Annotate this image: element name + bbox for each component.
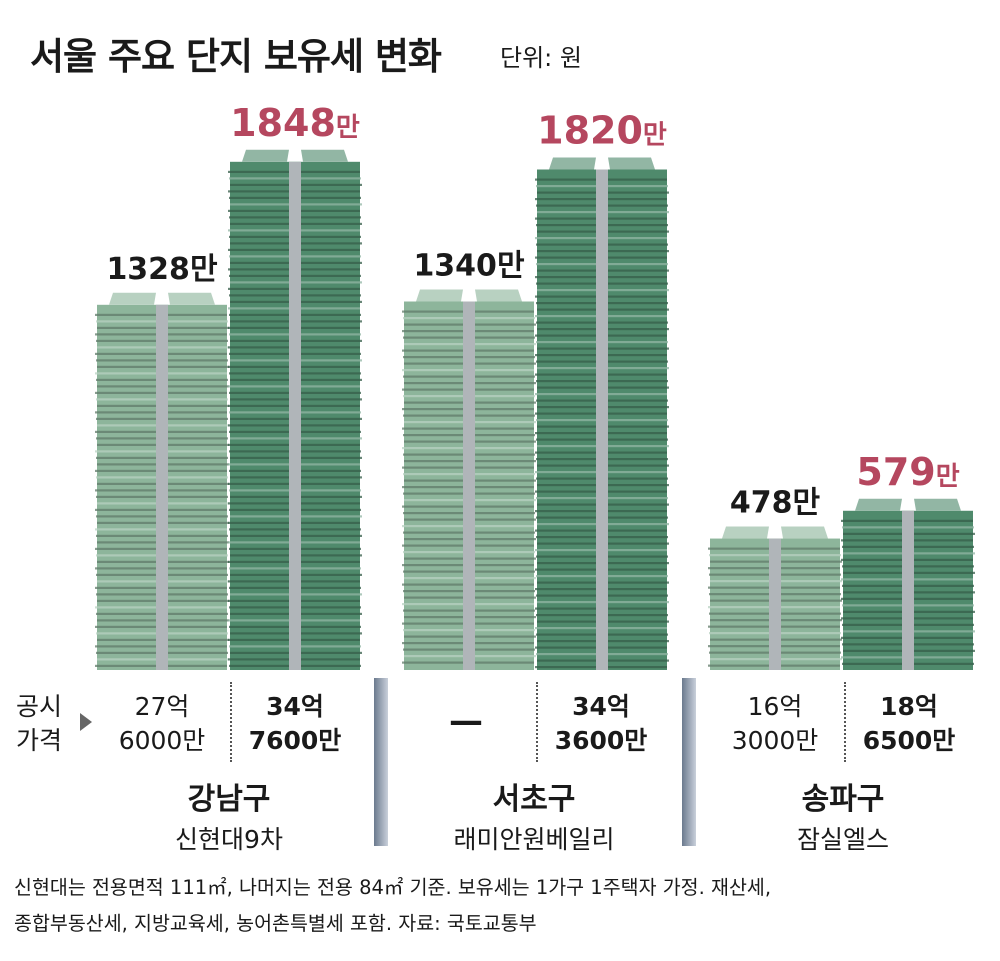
money-band xyxy=(463,301,475,670)
data-label: 1848만 xyxy=(230,101,360,145)
top-bill xyxy=(301,149,348,162)
top-bill xyxy=(608,157,655,170)
money-band xyxy=(289,161,301,671)
money-band xyxy=(156,304,168,670)
data-label: 1340만 xyxy=(413,249,525,284)
divider xyxy=(536,682,538,762)
arrow-right-icon xyxy=(80,713,92,731)
top-bill xyxy=(914,498,961,511)
price-caption-line: 가격 xyxy=(16,726,63,755)
money-band xyxy=(769,538,781,670)
top-bill xyxy=(722,526,769,539)
price-caption: 공시 가격 xyxy=(16,690,62,758)
data-label: 579만 xyxy=(856,450,959,494)
divider xyxy=(230,682,232,762)
district-songpa: 송파구 xyxy=(801,782,885,817)
complex-songpa: 잠실엘스 xyxy=(796,825,889,854)
data-label: 1820만 xyxy=(537,109,667,153)
top-bill xyxy=(242,149,289,162)
top-bill xyxy=(781,526,828,539)
footnote: 신현대는 전용면적 111㎡, 나머지는 전용 84㎡ 기준. 보유세는 1가구… xyxy=(14,870,771,942)
footnote-line: 신현대는 전용면적 111㎡, 나머지는 전용 84㎡ 기준. 보유세는 1가구… xyxy=(14,876,772,899)
top-bill xyxy=(109,292,156,305)
group-separator xyxy=(682,678,696,846)
money-band xyxy=(596,169,608,670)
price-songpa-2021: 16억 3000만 xyxy=(731,692,819,755)
top-bill xyxy=(168,292,215,305)
top-bill xyxy=(549,157,596,170)
unit-label: 단위: 원 xyxy=(500,44,582,72)
price-seocho-2021: — xyxy=(449,701,483,741)
page-title: 서울 주요 단지 보유세 변화 xyxy=(30,35,442,78)
price-gangnam-2021: 27억 6000만 xyxy=(118,692,206,755)
data-label: 478만 xyxy=(730,486,821,521)
price-caption-line: 공시 xyxy=(16,692,63,721)
price-seocho-2022: 34억 3600만 xyxy=(554,692,648,755)
complex-gangnam: 신현대9차 xyxy=(175,825,283,854)
data-label: 1328만 xyxy=(106,252,218,287)
price-gangnam-2022: 34억 7600만 xyxy=(248,692,342,755)
group-separator xyxy=(374,678,388,846)
footnote-line: 종합부동산세, 지방교육세, 농어촌특별세 포함. 자료: 국토교통부 xyxy=(14,912,537,935)
top-bill xyxy=(475,289,522,302)
district-seocho: 서초구 xyxy=(492,782,576,817)
price-songpa-2022: 18억 6500만 xyxy=(862,692,956,755)
complex-seocho: 래미안원베일리 xyxy=(453,825,615,854)
money-band xyxy=(902,510,914,670)
top-bill xyxy=(416,289,463,302)
district-gangnam: 강남구 xyxy=(187,782,271,817)
divider xyxy=(844,682,846,762)
top-bill xyxy=(855,498,902,511)
